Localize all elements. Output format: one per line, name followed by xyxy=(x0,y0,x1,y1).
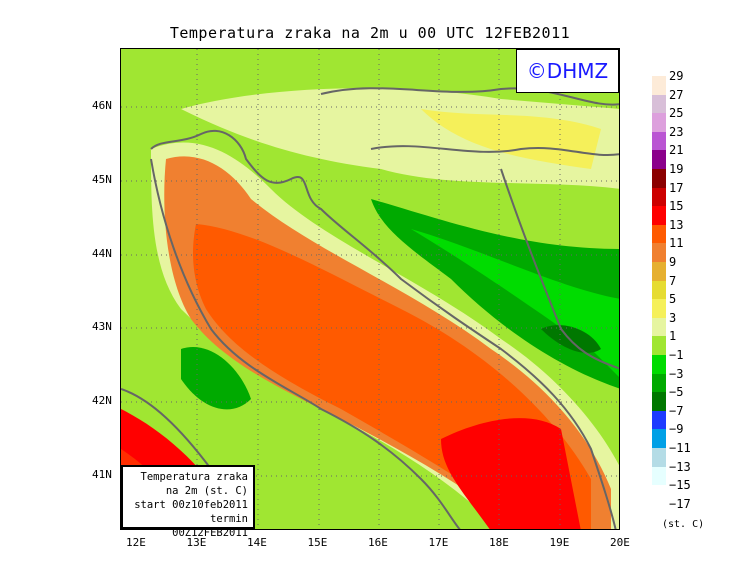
info-line: termin 00Z12FEB2011 xyxy=(172,513,248,539)
legend-swatch xyxy=(652,187,666,207)
legend-label: 27 xyxy=(669,87,684,102)
lon-tick-label: 14E xyxy=(247,536,267,549)
legend-label: 13 xyxy=(669,217,684,232)
legend-swatch xyxy=(652,429,666,448)
legend-swatch xyxy=(652,317,666,337)
legend-swatch xyxy=(652,262,666,281)
legend-swatch xyxy=(652,280,666,300)
legend-label: −9 xyxy=(669,422,684,437)
legend-swatch xyxy=(652,410,666,430)
legend-label: 1 xyxy=(669,329,677,344)
legend-swatch xyxy=(652,448,666,467)
legend-swatch xyxy=(652,150,666,169)
lon-tick-label: 19E xyxy=(549,536,570,549)
legend-swatch xyxy=(652,355,666,374)
info-line: na 2m (st. C) xyxy=(165,485,248,497)
legend-unit: (st. C) xyxy=(662,519,705,530)
info-line: Temperatura zraka xyxy=(140,471,248,483)
lat-tick-label: 43N xyxy=(92,320,112,334)
legend-label: −15 xyxy=(669,478,691,493)
legend-label: −5 xyxy=(669,385,684,400)
lat-tick-label: 41N xyxy=(92,468,112,481)
legend-swatch xyxy=(652,76,666,95)
legend-label: −3 xyxy=(669,366,684,381)
legend-label: −11 xyxy=(669,441,691,455)
lon-tick-label: 18E xyxy=(489,536,509,549)
lon-tick-label: 20E xyxy=(610,536,630,549)
graticule xyxy=(121,49,619,529)
warm-land-north xyxy=(181,88,619,189)
lon-tick-label: 16E xyxy=(368,536,388,549)
legend-swatch xyxy=(652,169,666,188)
lat-tick-label: 42N xyxy=(92,394,112,408)
legend-label: 29 xyxy=(669,69,684,83)
lon-tick-label: 17E xyxy=(428,536,449,549)
legend-label: 17 xyxy=(669,180,684,195)
legend-label: −17 xyxy=(669,496,691,511)
legend-swatch xyxy=(652,206,666,225)
lon-tick-label: 12E xyxy=(126,536,146,549)
temperature-map xyxy=(120,48,620,530)
legend-label: 5 xyxy=(669,292,677,307)
legend-swatch xyxy=(652,466,666,486)
legend-label: 9 xyxy=(669,255,677,269)
lon-tick-label: 13E xyxy=(186,536,207,549)
lat-tick-label: 44N xyxy=(92,246,112,260)
legend-label: 15 xyxy=(669,199,684,214)
lat-tick-label: 45N xyxy=(92,172,112,186)
legend-label: −1 xyxy=(669,348,684,362)
legend-label: 21 xyxy=(669,143,684,158)
legend-swatch xyxy=(652,299,666,318)
lat-tick-label: 46N xyxy=(92,99,112,112)
info-line: start 00z10feb2011 xyxy=(134,499,248,511)
legend-label: 25 xyxy=(669,106,684,121)
legend-swatch xyxy=(652,113,666,132)
legend-swatch xyxy=(652,373,666,393)
legend-label: 3 xyxy=(669,310,677,325)
legend-swatch xyxy=(652,243,666,262)
info-box: Temperatura zraka na 2m (st. C) start 00… xyxy=(121,465,255,539)
dhmz-logo: ©DHMZ xyxy=(516,49,619,93)
legend-label: −7 xyxy=(669,403,684,418)
legend-label: −13 xyxy=(669,459,691,474)
legend-label: 7 xyxy=(669,273,677,288)
lon-tick-label: 15E xyxy=(307,536,328,549)
legend-swatch xyxy=(652,336,666,355)
map-title: Temperatura zraka na 2m u 00 UTC 12FEB20… xyxy=(169,24,571,42)
legend-swatch xyxy=(652,224,666,244)
legend-label: 11 xyxy=(669,236,684,251)
legend-label: 19 xyxy=(669,162,684,176)
legend-label: 23 xyxy=(669,124,684,139)
legend-swatch xyxy=(652,131,666,151)
legend-swatch xyxy=(652,94,666,114)
legend-swatch xyxy=(652,392,666,411)
